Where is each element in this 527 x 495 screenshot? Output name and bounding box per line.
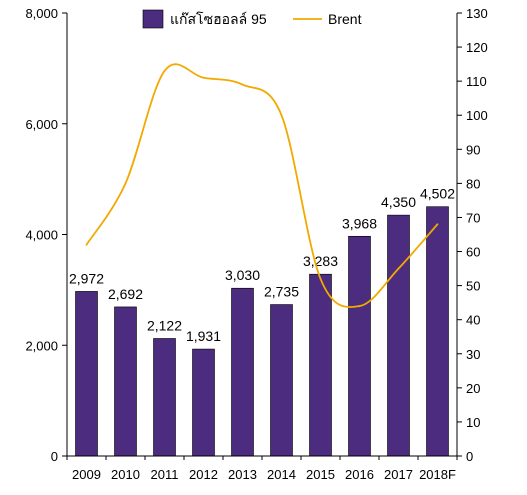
left-tick-label: 8,000 <box>25 6 58 21</box>
right-tick-label: 70 <box>466 210 480 225</box>
data-label-2015: 3,283 <box>303 253 338 269</box>
bar-2015 <box>309 273 332 457</box>
brent-point-2010 <box>124 182 127 185</box>
right-tick-label: 10 <box>466 415 480 430</box>
line-series <box>85 63 439 308</box>
data-label-2018F: 4,502 <box>420 186 455 202</box>
right-tick-label: 90 <box>466 142 480 157</box>
bar-2012 <box>192 348 215 457</box>
legend-label-gasohol-95: แก๊สโซฮอลล์ 95 <box>170 11 267 27</box>
bar-2016 <box>348 235 371 457</box>
right-axis-tick-labels: 0 10 20 30 40 50 60 70 80 90 100 110 120 130 <box>466 6 488 464</box>
bar-2013 <box>231 287 254 457</box>
data-label-2010: 2,692 <box>108 286 143 302</box>
right-tick-label: 130 <box>466 6 488 21</box>
data-label-2014: 2,735 <box>264 284 299 300</box>
legend-swatch-gasohol-95 <box>142 9 164 29</box>
x-tick-label-2011: 2011 <box>151 467 179 482</box>
right-tick-label: 50 <box>466 279 480 294</box>
data-label-2017: 4,350 <box>381 194 416 210</box>
brent-point-2009 <box>85 243 88 246</box>
brent-point-2018F <box>436 223 439 226</box>
x-tick-label-2016: 2016 <box>345 467 374 482</box>
right-tick-label: 0 <box>466 449 473 464</box>
x-tick-label-2013: 2013 <box>228 467 257 482</box>
x-tick-label-2018F: 2018F <box>419 467 456 482</box>
right-tick-label: 30 <box>466 347 480 362</box>
data-label-2011: 2,122 <box>147 317 182 333</box>
right-tick-label: 20 <box>466 381 480 396</box>
brent-point-2016 <box>358 305 361 307</box>
bar-2014 <box>270 304 293 457</box>
right-tick-label: 120 <box>466 40 488 55</box>
left-tick-label: 6,000 <box>25 117 58 132</box>
data-label-2009: 2,972 <box>69 270 104 286</box>
brent-point-2011 <box>163 70 166 72</box>
bar-series <box>75 206 449 457</box>
x-tick-label-2014: 2014 <box>267 467 296 482</box>
brent-point-2014 <box>280 114 283 117</box>
x-tick-label-2009: 2009 <box>72 467 101 482</box>
left-tick-label: 4,000 <box>25 228 58 243</box>
x-tick-label-2015: 2015 <box>306 467 335 482</box>
data-label-2013: 3,030 <box>225 267 260 283</box>
brent-point-2015 <box>319 277 322 280</box>
right-tick-label: 40 <box>466 313 480 328</box>
brent-point-2012 <box>202 76 205 79</box>
x-axis-tick-labels: 2009 2010 2011 2012 2013 2014 2015 2016 2017 2018… <box>72 467 456 482</box>
x-tick-label-2017: 2017 <box>384 467 413 482</box>
brent-line <box>85 63 439 308</box>
brent-point-2013 <box>241 83 244 86</box>
left-tick-label: 2,000 <box>25 338 58 353</box>
left-tick-label: 0 <box>51 449 58 464</box>
brent-point-2017 <box>397 267 400 270</box>
axes <box>62 12 462 460</box>
data-label-2012: 1,931 <box>186 328 221 344</box>
x-tick-label-2010: 2010 <box>111 467 140 482</box>
bar-2017 <box>387 214 410 457</box>
right-tick-label: 80 <box>466 176 480 191</box>
legend-label-brent: Brent <box>328 11 362 27</box>
x-tick-label-2012: 2012 <box>189 467 218 482</box>
data-label-2016: 3,968 <box>342 215 377 231</box>
right-tick-label: 100 <box>466 108 488 123</box>
right-tick-label: 110 <box>466 74 487 89</box>
bar-2009 <box>75 291 98 457</box>
legend: แก๊สโซฮอลล์ 95 Brent <box>142 9 362 29</box>
bar-2011 <box>153 338 176 457</box>
right-tick-label: 60 <box>466 245 480 260</box>
bar-2018F <box>426 206 449 457</box>
left-axis-tick-labels: 0 2,000 4,000 6,000 8,000 <box>25 6 58 464</box>
bar-2010 <box>114 306 137 457</box>
